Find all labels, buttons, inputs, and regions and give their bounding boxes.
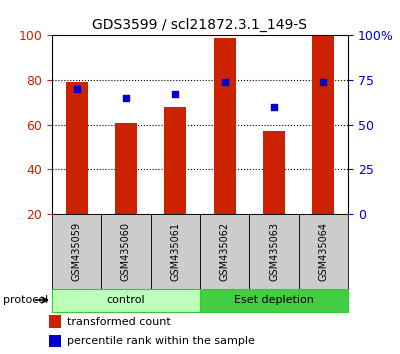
Text: GSM435064: GSM435064	[318, 222, 328, 281]
Text: GSM435059: GSM435059	[72, 222, 82, 281]
Bar	[52, 214, 101, 289]
Text: GSM435061: GSM435061	[170, 222, 180, 281]
Point	[271, 104, 277, 110]
Bar	[263, 131, 285, 214]
Bar	[66, 82, 88, 214]
Bar	[312, 15, 334, 214]
Point	[320, 80, 326, 85]
Title: GDS3599 / scl21872.3.1_149-S: GDS3599 / scl21872.3.1_149-S	[92, 17, 308, 32]
Bar	[249, 214, 299, 289]
Bar	[151, 214, 200, 289]
Text: control: control	[107, 295, 145, 305]
Bar	[115, 122, 137, 214]
Bar	[200, 214, 249, 289]
Text: GSM435063: GSM435063	[269, 222, 279, 281]
Bar	[200, 289, 348, 312]
Bar	[52, 289, 200, 312]
Bar	[164, 107, 186, 214]
Point	[172, 91, 178, 96]
Point	[74, 86, 80, 92]
Bar	[101, 214, 151, 289]
Text: transformed count: transformed count	[67, 316, 170, 327]
Point	[222, 80, 228, 85]
Text: GSM435062: GSM435062	[220, 222, 230, 281]
Text: protocol: protocol	[3, 295, 48, 305]
Bar	[49, 315, 62, 328]
Bar	[49, 335, 62, 347]
Text: percentile rank within the sample: percentile rank within the sample	[67, 336, 255, 346]
Bar	[214, 38, 236, 214]
Bar	[299, 214, 348, 289]
Text: Eset depletion: Eset depletion	[234, 295, 314, 305]
Point	[123, 95, 129, 101]
Text: GSM435060: GSM435060	[121, 222, 131, 281]
